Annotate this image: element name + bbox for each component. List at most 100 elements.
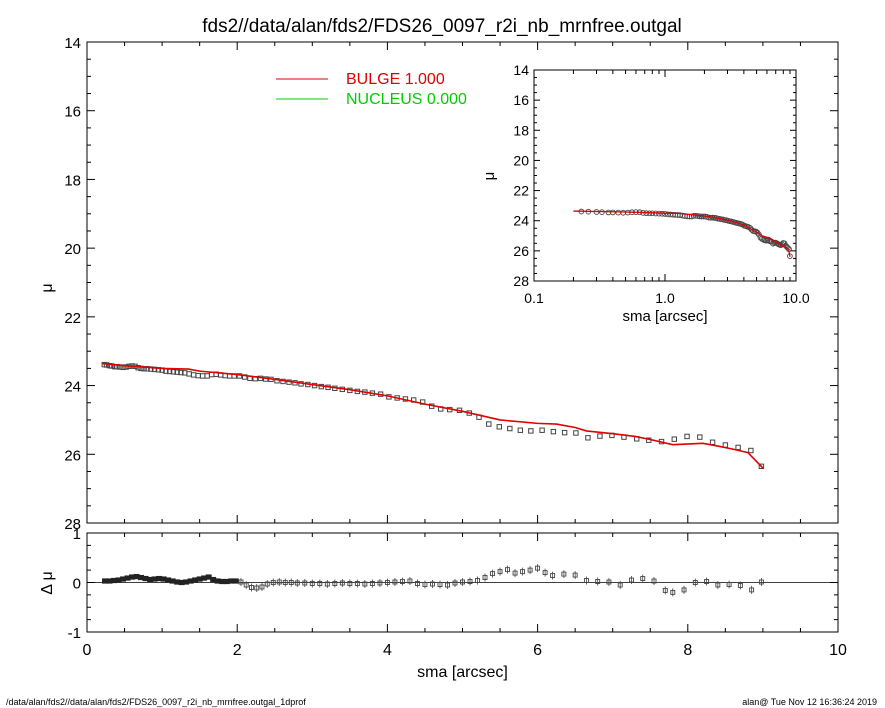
residual-data-point [629, 577, 634, 583]
main-y-tick-label: 20 [64, 241, 81, 258]
residual-data-point [407, 578, 413, 584]
residual-data-point [460, 579, 465, 585]
residual-data-point [399, 579, 405, 584]
main-data-point [486, 421, 492, 427]
inset-y-tick-label: 26 [513, 243, 529, 259]
residual-data-point [497, 569, 503, 575]
inset-y-tick-label: 20 [513, 152, 529, 168]
main-data-point [758, 463, 765, 470]
residual-data-point [640, 576, 646, 581]
bulge-model-line [101, 362, 764, 469]
residual-data-point [354, 581, 360, 586]
residual-data-point [749, 587, 755, 593]
residual-data-point [452, 580, 458, 586]
residual-y-tick-label: 1 [73, 526, 81, 543]
inset-x-axis-label: sma [arcsec] [622, 308, 707, 325]
main-data-point [199, 373, 206, 379]
inset-data-point [662, 211, 668, 217]
inset-log-plot: 14 16 18 20 22 24 26 280.1 1.0 10.0 sma [arcsec] μ [481, 62, 810, 325]
inset-data-point [753, 228, 759, 235]
residual-data-point [550, 573, 556, 579]
inset-y-tick-label: 22 [513, 183, 529, 199]
residual-data-point [243, 582, 249, 588]
residual-data-point [377, 580, 383, 586]
main-data-point [735, 444, 741, 451]
inset-y-tick-label: 24 [513, 213, 529, 229]
main-data-point [170, 369, 177, 375]
main-data-point [697, 434, 703, 440]
residual-data-point [276, 579, 282, 585]
residual-data-point [651, 578, 657, 584]
inset-y-tick-label: 16 [513, 92, 529, 108]
main-y-tick-label: 18 [64, 172, 81, 189]
residual-data-point [467, 579, 473, 584]
inset-y-tick-label: 28 [513, 273, 529, 289]
residual-data-point [430, 581, 435, 587]
main-data-point [496, 424, 502, 430]
main-y-tick-label: 26 [64, 447, 81, 464]
inset-data-point [690, 213, 697, 219]
main-data-point [573, 430, 579, 436]
inset-y-axis-label: μ [481, 172, 498, 181]
residual-data-point [737, 583, 743, 588]
residual-data-point [583, 578, 589, 583]
residual-data-point [332, 581, 338, 586]
residual-data-point [482, 575, 488, 580]
residual-data-point [288, 580, 294, 585]
residual-data-point [662, 587, 668, 593]
main-data-point [748, 447, 754, 454]
residual-data-point [264, 581, 270, 587]
inset-x-tick-label: 10.0 [782, 290, 809, 306]
residual-y-tick-label: 0 [73, 576, 81, 593]
residual-data-point [726, 582, 732, 587]
inset-data-point [756, 231, 762, 238]
inset-y-tick-label: 18 [513, 122, 529, 138]
residual-data-point [270, 580, 276, 585]
inset-x-tick-label: 0.1 [524, 290, 544, 306]
residual-data-point [317, 581, 323, 586]
main-data-point [539, 427, 545, 433]
residual-data-point [527, 567, 533, 573]
residual-data-point [294, 580, 300, 586]
residual-data-point [606, 579, 612, 585]
footer-timestamp: alan@ Tue Nov 12 16:36:24 2019 [742, 697, 877, 707]
main-data-point [684, 433, 690, 440]
x-axis-label: sma [arcsec] [417, 664, 508, 681]
residual-data-point [490, 571, 495, 577]
residual-data-point [302, 580, 308, 586]
residual-data-point [617, 582, 623, 588]
residual-data-point [249, 585, 254, 590]
residual-data-point [445, 582, 450, 588]
main-data-point [561, 429, 568, 436]
residual-data-point [232, 578, 239, 584]
residual-data-point [715, 582, 721, 588]
residual-y-tick-label: -1 [68, 625, 81, 642]
residual-x-tick-label: 6 [533, 642, 542, 659]
residual-data-point [505, 567, 511, 573]
residual-data-point [347, 581, 353, 586]
legend-bulge-label: BULGE 1.000 [346, 71, 445, 88]
main-data-point [597, 433, 603, 439]
residual-x-tick-label: 2 [233, 642, 242, 659]
main-data-point [174, 369, 180, 375]
inset-background [531, 68, 799, 285]
residual-y-axis-label: Δ μ [39, 571, 56, 594]
main-y-tick-label: 24 [64, 379, 81, 396]
residual-x-tick-label: 10 [829, 642, 847, 659]
residual-x-tick-label: 0 [83, 642, 92, 659]
residual-data-point [561, 571, 567, 577]
residual-data-point [392, 579, 398, 585]
residual-data-point [309, 581, 315, 586]
inset-data-point [785, 244, 791, 251]
main-data-point [123, 364, 129, 370]
main-data-point [204, 373, 210, 379]
main-y-tick-label: 22 [64, 310, 81, 327]
residual-data-point [414, 581, 420, 586]
main-data-point [528, 428, 534, 434]
residual-data-point [422, 582, 428, 587]
residual-data-point [238, 579, 244, 585]
residual-data-point [324, 581, 330, 587]
main-data-point [507, 425, 513, 432]
main-y-tick-label: 28 [64, 516, 81, 533]
